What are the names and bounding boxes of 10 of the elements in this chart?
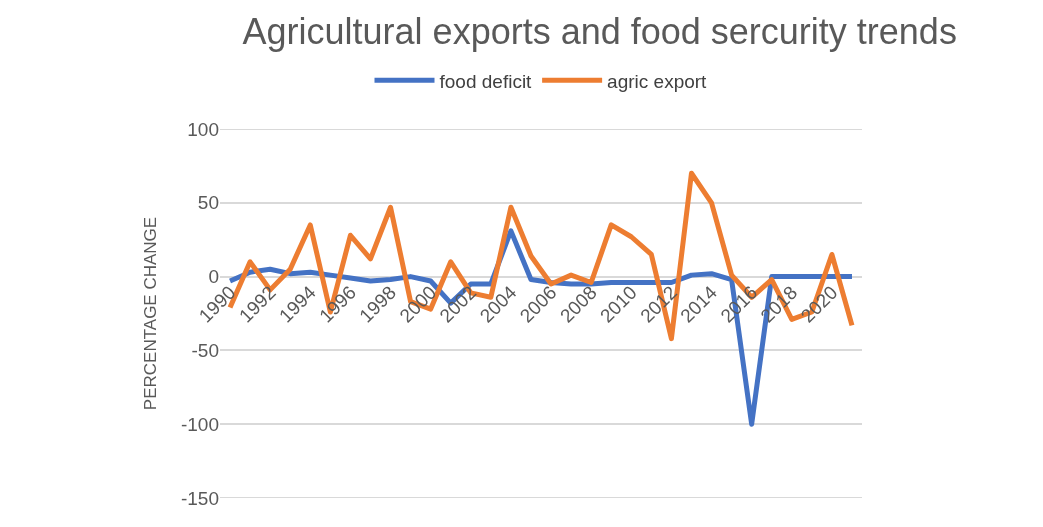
legend-label: food deficit — [439, 70, 533, 92]
y-axis-title: PERCENTAGE CHANGE — [140, 216, 160, 411]
y-tick-label: -50 — [191, 340, 219, 362]
y-tick-label: 50 — [197, 192, 219, 214]
y-tick-label: -100 — [180, 413, 219, 435]
y-tick-label: 0 — [208, 266, 219, 288]
chart-title: Agricultural exports and food sercurity trends — [242, 10, 957, 52]
y-tick-label: -150 — [180, 487, 219, 509]
y-tick-label: 100 — [187, 118, 219, 140]
legend-label: agric export — [607, 70, 708, 92]
